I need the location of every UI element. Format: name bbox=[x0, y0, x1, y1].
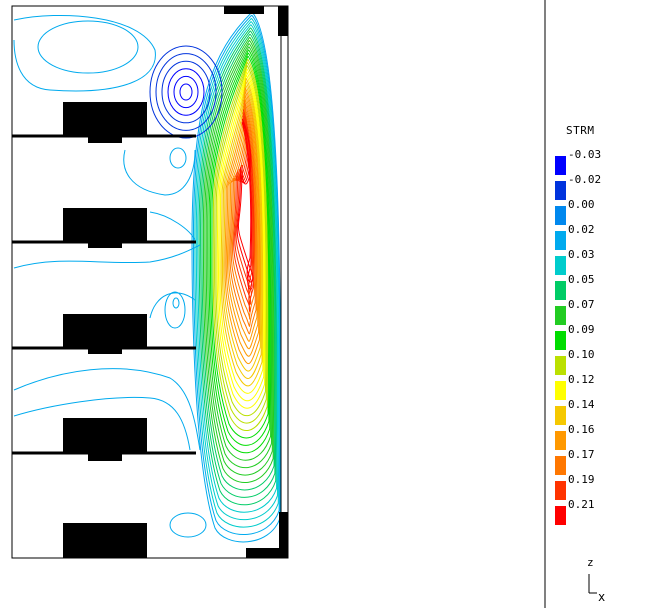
contour-line bbox=[13, 397, 191, 451]
obstacle-block bbox=[63, 208, 147, 242]
obstacle-block bbox=[278, 6, 288, 36]
legend-swatch bbox=[555, 506, 566, 525]
legend-label: 0.17 bbox=[568, 448, 595, 461]
legend-label: 0.03 bbox=[568, 248, 595, 261]
obstacle-block bbox=[88, 137, 122, 143]
legend-title: STRM bbox=[566, 124, 595, 137]
obstacle-block bbox=[246, 548, 288, 558]
legend-swatch bbox=[555, 306, 566, 325]
legend-label: 0.14 bbox=[568, 398, 595, 411]
contour-line bbox=[191, 11, 282, 543]
legend-label: -0.02 bbox=[568, 173, 602, 186]
contour-loop bbox=[161, 60, 211, 124]
contour-loop bbox=[169, 147, 187, 169]
contour-loop bbox=[169, 512, 207, 538]
obstacles bbox=[63, 6, 288, 558]
contour-loop bbox=[167, 68, 205, 116]
legend-swatch bbox=[555, 356, 566, 375]
contour-loop bbox=[173, 75, 199, 109]
legend-label: 0.05 bbox=[568, 273, 595, 286]
contour-line bbox=[221, 80, 263, 379]
contour-line bbox=[192, 14, 281, 535]
contour-line bbox=[195, 21, 279, 520]
obstacle-block bbox=[224, 6, 264, 14]
contour-loop bbox=[179, 83, 193, 101]
contour-line bbox=[197, 24, 278, 513]
legend-swatch bbox=[555, 231, 566, 250]
contour-line bbox=[227, 93, 259, 350]
legend-swatch bbox=[555, 156, 566, 175]
legend-label: -0.03 bbox=[568, 148, 602, 161]
contour-loop bbox=[37, 20, 139, 74]
contour-loop bbox=[149, 45, 223, 139]
contour-line bbox=[123, 149, 196, 196]
contour-line bbox=[209, 52, 270, 446]
contour-line bbox=[211, 55, 270, 439]
contour-line bbox=[207, 46, 272, 461]
legend-swatch bbox=[555, 431, 566, 450]
legend-swatch bbox=[555, 331, 566, 350]
contour-line bbox=[13, 368, 201, 451]
contour-line bbox=[208, 49, 271, 454]
contour-line bbox=[149, 211, 196, 241]
legend-swatch bbox=[555, 206, 566, 225]
contour-line bbox=[149, 292, 196, 319]
contour-line bbox=[219, 74, 264, 394]
contour-line bbox=[218, 71, 265, 402]
axis-x-label: x bbox=[598, 590, 606, 604]
legend-swatch bbox=[555, 406, 566, 425]
contour-line bbox=[214, 62, 268, 424]
axis-z-label: z bbox=[587, 556, 594, 569]
contour-loop bbox=[172, 297, 180, 309]
plates bbox=[12, 134, 196, 455]
contour-line bbox=[198, 27, 277, 506]
contour-line bbox=[205, 43, 273, 469]
legend-swatch bbox=[555, 256, 566, 275]
contour-line bbox=[215, 65, 267, 417]
legend-label: 0.00 bbox=[568, 198, 595, 211]
obstacle-block bbox=[279, 512, 288, 558]
contour-loop bbox=[155, 53, 217, 131]
legend-swatch bbox=[555, 481, 566, 500]
legend-label: 0.07 bbox=[568, 298, 595, 311]
obstacle-block bbox=[88, 452, 122, 461]
legend-swatch bbox=[555, 456, 566, 475]
legend-label: 0.09 bbox=[568, 323, 595, 336]
contour-loop bbox=[164, 291, 186, 329]
obstacle-block bbox=[63, 418, 147, 452]
legend-label: 0.21 bbox=[568, 498, 595, 511]
obstacle-block bbox=[63, 102, 147, 137]
legend-label: 0.16 bbox=[568, 423, 595, 436]
obstacle-block bbox=[63, 523, 147, 558]
contour-line bbox=[200, 30, 276, 498]
contour-line bbox=[228, 96, 259, 342]
legend-label: 0.19 bbox=[568, 473, 595, 486]
contour-line bbox=[13, 244, 201, 269]
legend-swatch bbox=[555, 381, 566, 400]
obstacle-block bbox=[88, 242, 122, 248]
contour-line bbox=[13, 14, 156, 92]
contour-line bbox=[216, 68, 266, 409]
obstacle-block bbox=[63, 314, 147, 348]
contour-line bbox=[236, 118, 253, 290]
contour-lines bbox=[13, 11, 282, 543]
contour-line bbox=[224, 87, 261, 364]
contour-line bbox=[225, 90, 260, 357]
axis-indicator bbox=[588, 574, 597, 594]
contour-line bbox=[201, 33, 276, 491]
legend-label: 0.12 bbox=[568, 373, 595, 386]
contour-line bbox=[223, 84, 262, 372]
contour-line bbox=[237, 121, 254, 283]
contour-line bbox=[220, 77, 264, 387]
legend-label: 0.10 bbox=[568, 348, 595, 361]
contour-line bbox=[204, 39, 274, 476]
legend-swatch bbox=[555, 181, 566, 200]
contour-line bbox=[212, 58, 269, 431]
legend-swatch bbox=[555, 281, 566, 300]
contour-line bbox=[202, 36, 275, 483]
legend-label: 0.02 bbox=[568, 223, 595, 236]
contour-line bbox=[194, 17, 280, 528]
obstacle-block bbox=[88, 348, 122, 354]
